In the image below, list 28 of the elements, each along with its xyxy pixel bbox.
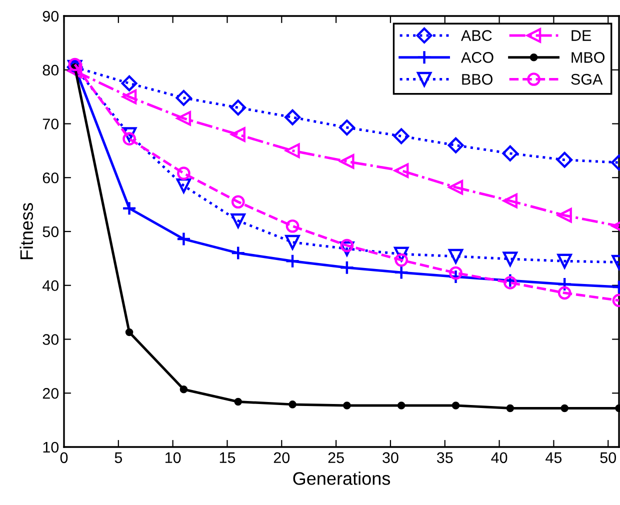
x-tick-label: 35 (436, 452, 453, 464)
legend-label: SGA (571, 74, 603, 85)
x-tick-label: 25 (328, 452, 344, 464)
x-tick-label: 5 (114, 452, 122, 464)
legend-label: ABC (460, 30, 492, 41)
legend-label: MBO (572, 52, 605, 63)
legend-label: DE (572, 30, 592, 41)
x-tick-label: 0 (60, 452, 68, 464)
y-tick-label: 10 (43, 442, 59, 453)
x-tick-label: 50 (600, 452, 616, 464)
legend-label: BBO (462, 74, 492, 85)
x-tick-label: 45 (546, 452, 562, 464)
y-tick-label: 60 (42, 172, 59, 184)
y-tick-label: 20 (42, 388, 59, 399)
y-tick-label: 50 (42, 226, 59, 238)
legend-label: ACO (460, 52, 494, 63)
x-tick-label: 40 (491, 452, 508, 464)
y-tick-label: 40 (42, 280, 59, 292)
y-tick-label: 70 (42, 118, 59, 130)
x-tick-label: 10 (165, 452, 181, 464)
y-axis-title: Fitness (20, 203, 34, 260)
y-tick-label: 30 (42, 334, 59, 345)
x-axis-title: Generations (293, 472, 390, 485)
x-tick-label: 20 (274, 452, 290, 464)
y-tick-label: 90 (42, 10, 59, 22)
y-tick-label: 80 (42, 64, 59, 76)
x-tick-label: 15 (220, 452, 236, 464)
x-tick-label: 30 (382, 452, 398, 464)
